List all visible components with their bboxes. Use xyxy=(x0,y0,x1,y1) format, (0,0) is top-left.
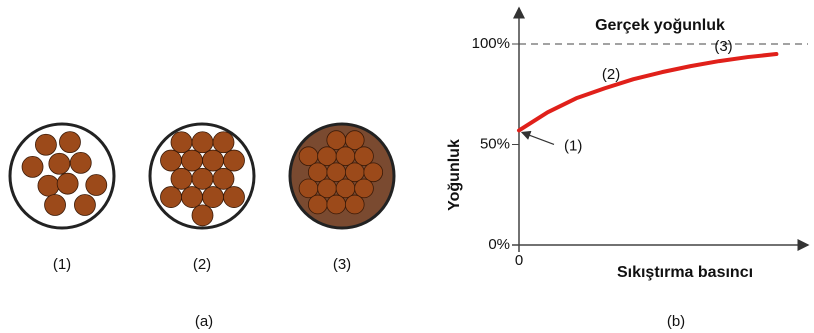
caption: (a) xyxy=(195,313,213,330)
caption: (b) xyxy=(667,313,685,330)
particle xyxy=(308,195,327,214)
particle xyxy=(171,132,192,153)
label: (1) xyxy=(53,256,71,273)
particle xyxy=(364,163,383,182)
particle xyxy=(355,147,374,166)
particle xyxy=(318,147,337,166)
label: (3) xyxy=(333,256,351,273)
particle xyxy=(336,147,355,166)
particle xyxy=(224,150,245,171)
y-tick-label: 100% xyxy=(472,35,510,52)
particle xyxy=(345,131,364,150)
x-tick-label: 0 xyxy=(515,252,523,269)
particle xyxy=(203,150,224,171)
particle xyxy=(70,152,91,173)
particle xyxy=(182,187,203,208)
particle xyxy=(49,153,70,174)
y-tick-label: 0% xyxy=(488,236,510,253)
particle xyxy=(161,150,182,171)
particle xyxy=(318,179,337,198)
annotation: (3) xyxy=(714,38,732,55)
particle xyxy=(161,187,182,208)
chart-title: Gerçek yoğunluk xyxy=(595,17,725,34)
x-label: Sıkıştırma basıncı xyxy=(617,264,753,281)
particle xyxy=(327,195,346,214)
particle xyxy=(182,150,203,171)
particle xyxy=(213,132,234,153)
y-label: Yoğunluk xyxy=(446,139,463,211)
particle xyxy=(22,156,43,177)
annotation-arrow xyxy=(522,132,554,144)
particle xyxy=(203,187,224,208)
label: (2) xyxy=(193,256,211,273)
particle xyxy=(57,173,78,194)
panel-a xyxy=(10,124,394,228)
annotation: (2) xyxy=(602,66,620,83)
particle xyxy=(355,179,374,198)
y-tick-label: 50% xyxy=(480,135,510,152)
particle xyxy=(327,163,346,182)
particle xyxy=(192,132,213,153)
particle xyxy=(192,205,213,226)
particle xyxy=(59,132,80,153)
particle xyxy=(213,168,234,189)
annotation: (1) xyxy=(564,137,582,154)
particle xyxy=(336,179,355,198)
particle xyxy=(308,163,327,182)
particle xyxy=(224,187,245,208)
particle xyxy=(86,175,107,196)
particle xyxy=(327,131,346,150)
particle xyxy=(45,194,66,215)
particle xyxy=(192,168,213,189)
particle xyxy=(299,179,318,198)
particle xyxy=(74,194,95,215)
particle xyxy=(38,175,59,196)
particle xyxy=(345,195,364,214)
figure: (a) Gerçek yoğunluk Yoğunluk Sıkıştırma … xyxy=(0,0,814,333)
particle xyxy=(35,134,56,155)
density-curve xyxy=(519,54,776,130)
particle xyxy=(299,147,318,166)
particle xyxy=(345,163,364,182)
particle xyxy=(171,168,192,189)
